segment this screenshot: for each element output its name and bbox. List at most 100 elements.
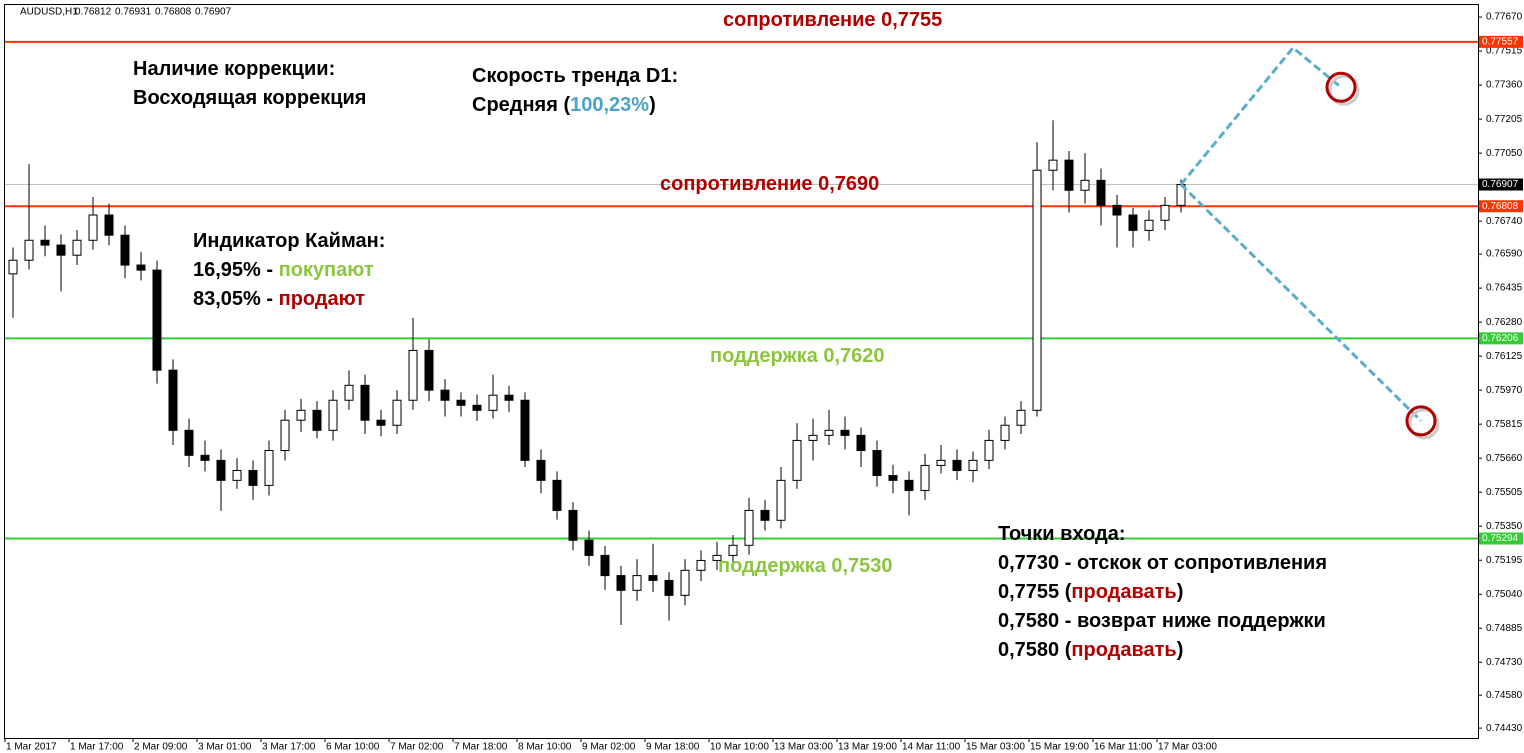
text-line: 0,7580 (продавать) [998,636,1327,665]
text: продавать [1071,639,1177,661]
target-circle [1405,405,1437,437]
candle-body [248,469,258,486]
candle-body [728,544,738,556]
candle-body [200,454,210,461]
candle-body [776,479,786,521]
candle-body [600,554,610,577]
candle-body [312,409,322,431]
candle-body [40,239,50,246]
symbol: AUDUSD,H1 [20,7,78,18]
candle-body [520,399,530,461]
y-tick-label: 0.74885 [1486,623,1523,634]
candle-body [1112,204,1122,216]
candle-body [632,575,642,591]
price-box [1479,35,1523,48]
x-tick-label: 13 Mar 19:00 [838,742,897,753]
y-tick-label: 0.75195 [1486,555,1523,566]
projection-line [1179,183,1423,422]
candle-body [1032,169,1042,411]
target-shadow [1328,74,1360,106]
candle-body [808,434,818,441]
y-tick-label: 0.76280 [1486,317,1523,328]
candle-body [296,409,306,421]
price-box [1479,332,1523,345]
text: продают [278,288,366,310]
resistance-label: сопротивление 0,7690 [660,173,880,195]
text: 83,05% - [193,288,279,310]
candle-body [936,459,946,466]
candle-body [168,369,178,431]
candle-body [824,429,834,436]
x-tick-label: 1 Mar 2017 [6,742,57,753]
resistance-label: сопротивление 0,7755 [723,9,943,31]
x-tick-label: 15 Mar 03:00 [966,742,1025,753]
candle-body [152,269,162,371]
text: Средняя ( [472,94,571,116]
y-tick-label: 0.76590 [1486,249,1523,260]
text: продавать [1071,581,1177,603]
candle-body [216,459,226,481]
candle-body [760,509,770,521]
projection-line [1179,45,1342,186]
price-box [1479,200,1523,213]
x-tick-label: 6 Mar 10:00 [326,742,380,753]
x-tick-label: 9 Mar 02:00 [582,742,636,753]
candle-body [24,239,34,261]
candle-body [904,479,914,491]
candle-body [472,404,482,411]
x-tick-label: 9 Mar 18:00 [646,742,700,753]
candle-body [696,559,706,571]
x-tick-label: 8 Mar 10:00 [518,742,572,753]
x-tick-label: 7 Mar 02:00 [390,742,444,753]
candle-body [344,384,354,401]
candle-body [360,384,370,421]
x-tick-label: 10 Mar 10:00 [710,742,769,753]
candle-body [792,439,802,481]
y-tick-label: 0.75350 [1486,521,1523,532]
candle-body [1080,179,1090,191]
text: ) [1176,639,1184,661]
text-line: Индикатор Кайман: [193,230,386,252]
x-tick-label: 7 Mar 18:00 [454,742,508,753]
x-tick-label: 15 Mar 19:00 [1030,742,1089,753]
text-line: 0,7755 (продавать) [998,578,1327,607]
candle-body [888,475,898,481]
y-tick-label: 0.76125 [1486,351,1523,362]
candle-body [1000,424,1010,441]
x-tick-label: 17 Mar 03:00 [1158,742,1217,753]
text-line: 83,05% - продают [193,285,385,314]
text-line: 0,7730 - отскок от сопротивления [998,552,1328,574]
candle-body [264,450,274,486]
y-tick-label: 0.75040 [1486,589,1523,600]
candle-body [1048,159,1058,171]
candle-body [920,464,930,491]
price-box-label: 0.76808 [1482,201,1519,212]
candle-body [376,419,386,426]
text-line: Наличие коррекции: [133,58,336,80]
candle-body [648,575,658,581]
header-price: 0.76907 [195,7,232,18]
candle-body [392,399,402,426]
y-tick-label: 0.77670 [1486,12,1523,23]
candle-body [120,234,130,266]
candle-body [856,434,866,452]
text: ) [649,94,656,116]
candle-body [968,459,978,471]
candle-body [840,429,850,436]
candle-body [1064,159,1074,191]
target-shadow [1408,408,1440,440]
price-box [1479,532,1523,545]
candle-body [280,419,290,452]
support-label: поддержка 0,7530 [718,555,893,577]
candle-body [232,469,242,481]
candle-body [568,509,578,541]
candle-body [680,569,690,596]
candle-body [872,450,882,477]
text: 0,7580 ( [998,639,1072,661]
candle-body [72,239,82,256]
x-tick-label: 14 Mar 11:00 [902,742,961,753]
candle-body [504,394,514,401]
candle-body [56,244,66,256]
x-tick-label: 1 Mar 17:00 [70,742,124,753]
